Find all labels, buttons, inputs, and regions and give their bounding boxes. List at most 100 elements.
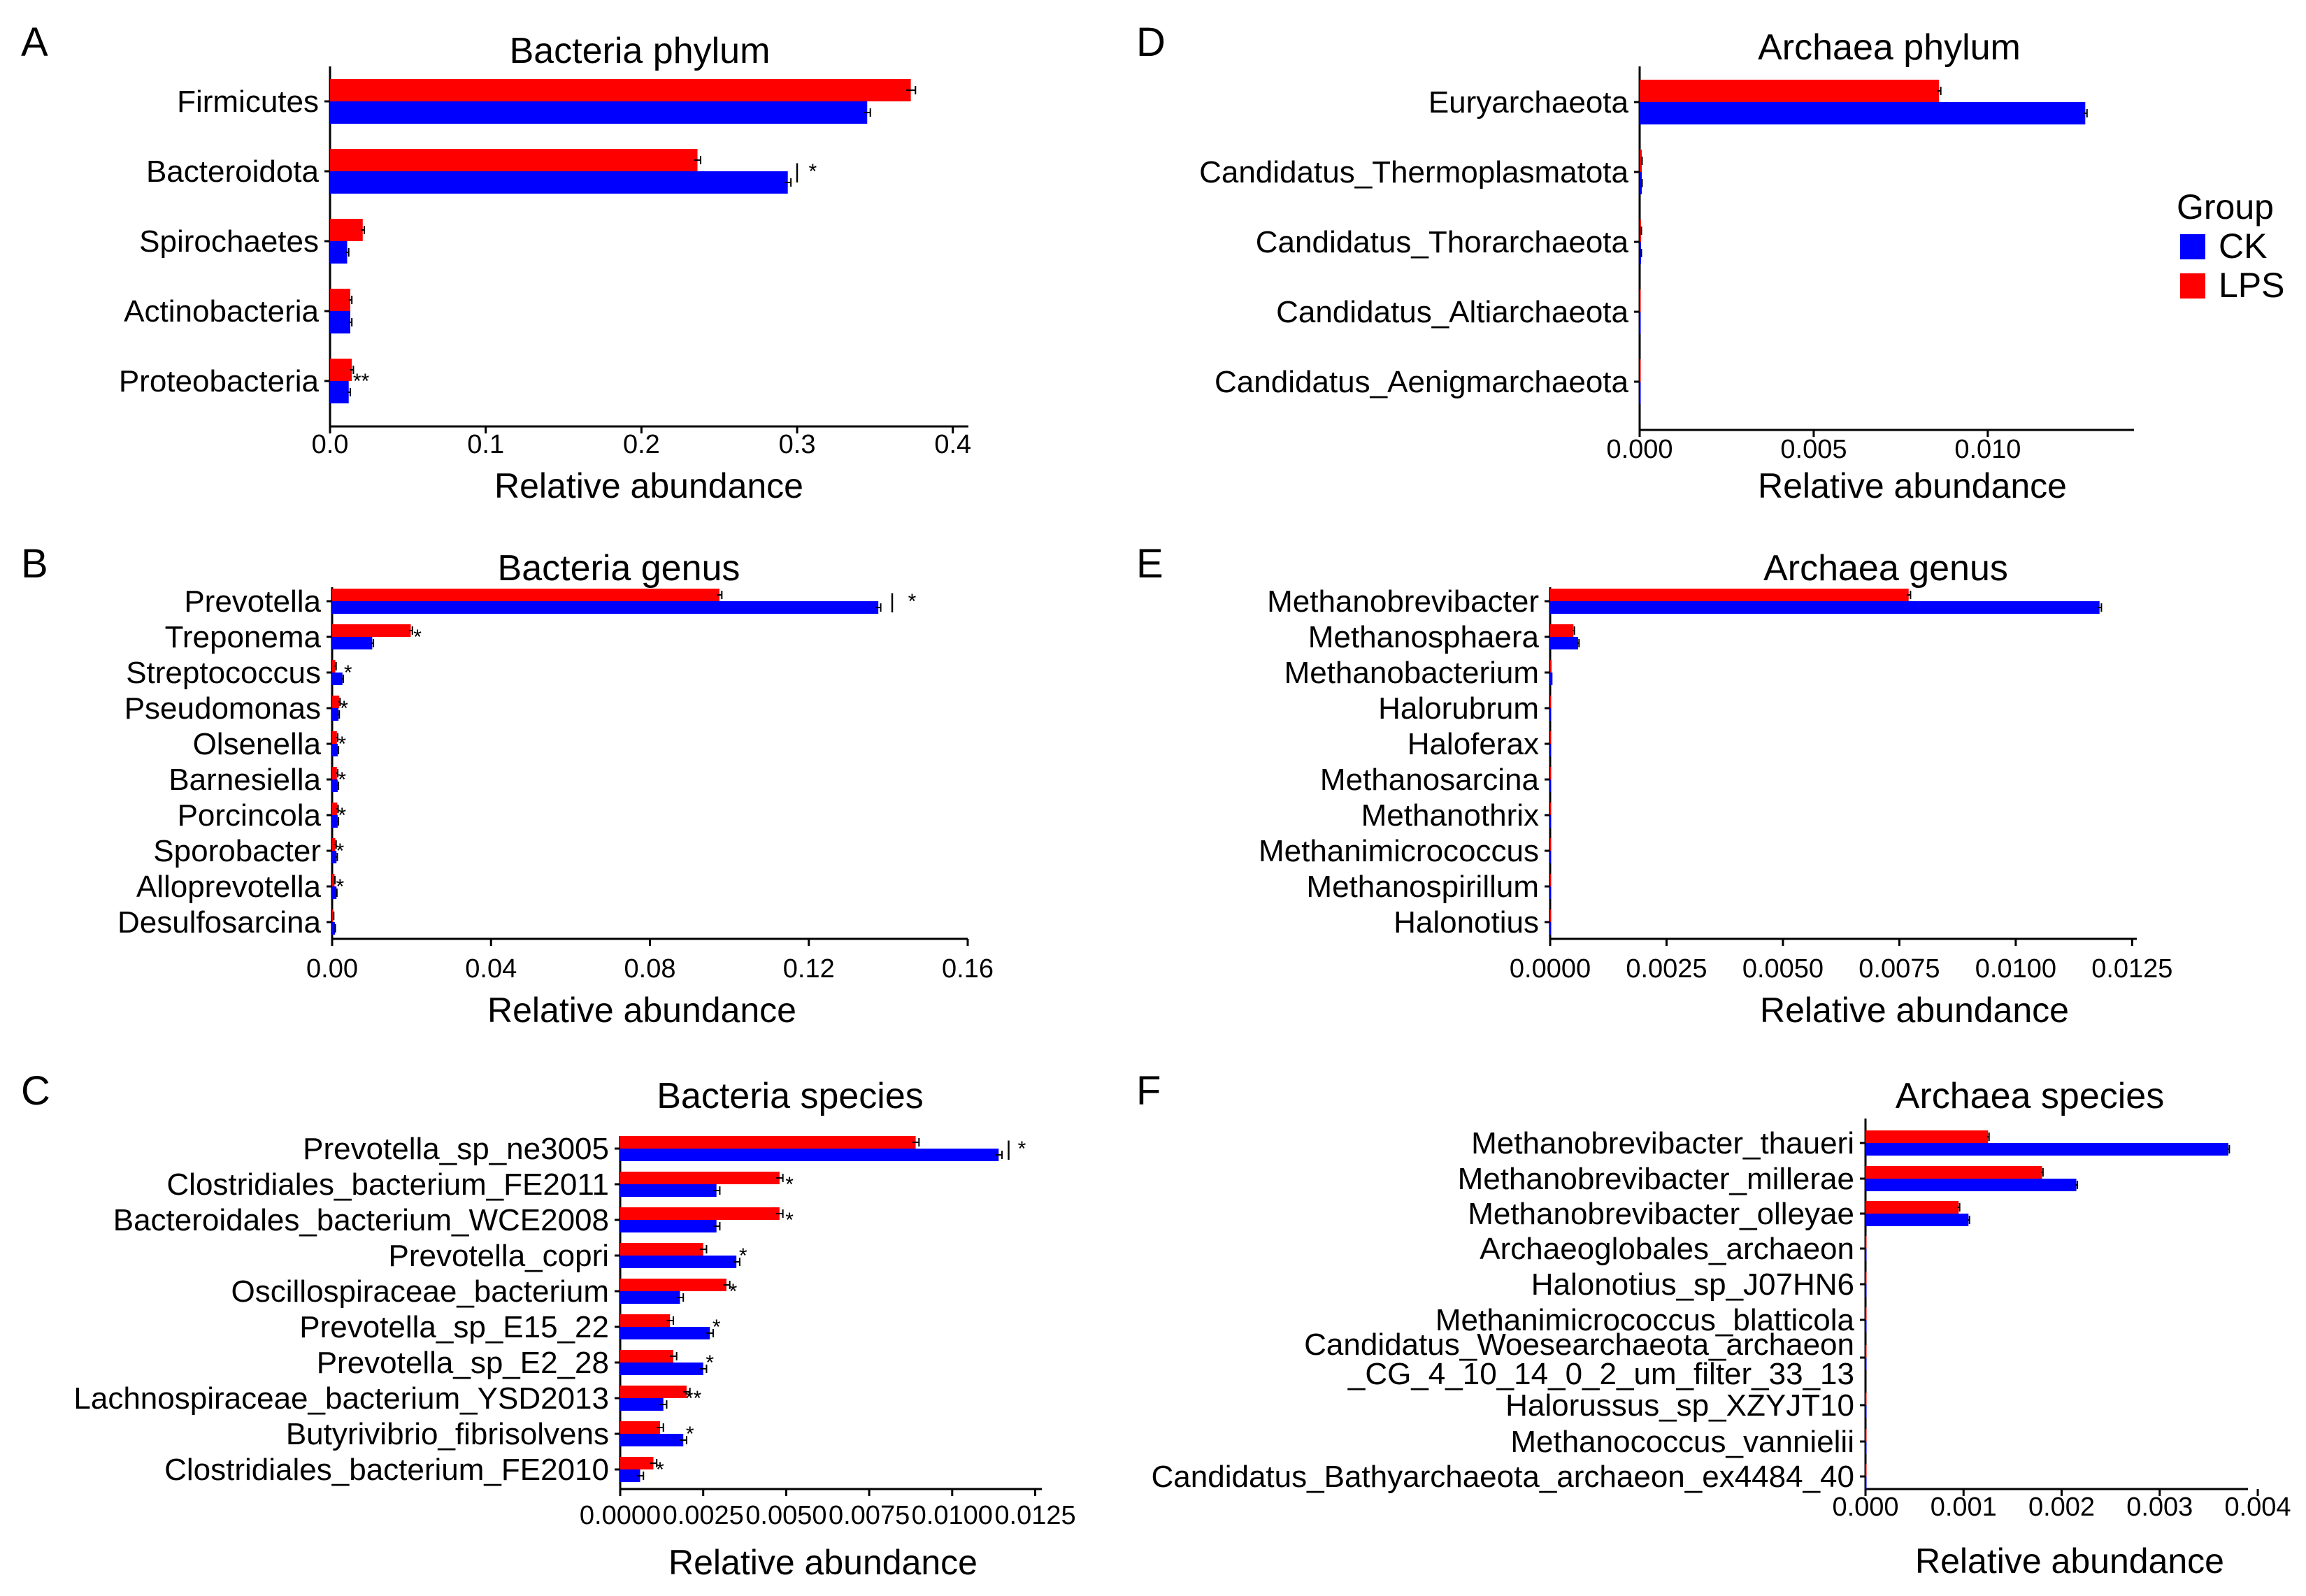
bar-lps — [1640, 289, 1641, 312]
x-axis-title: Relative abundance — [668, 1543, 977, 1582]
bar-ck — [1865, 1143, 2228, 1156]
bar-lps — [1550, 731, 1552, 744]
bar-lps — [1550, 803, 1552, 815]
panel-letter: E — [1136, 541, 1163, 587]
category-label: Methanobacterium — [1284, 656, 1539, 690]
bar-ck — [1550, 637, 1578, 649]
category-label: Candidatus_Thorarchaeota — [1256, 225, 1629, 259]
bar-ck — [332, 886, 337, 899]
significance-marker: * — [712, 1316, 721, 1339]
chart-title: Bacteria genus — [498, 548, 740, 589]
x-axis-title: Relative abundance — [1758, 466, 2067, 505]
bar-ck — [620, 1363, 703, 1375]
bar-lps — [330, 219, 363, 241]
x-axis-title: Relative abundance — [487, 991, 796, 1030]
category-label: Halonotius_sp_J07HN6 — [1531, 1267, 1854, 1302]
bar-lps — [330, 359, 352, 381]
bar-ck — [330, 381, 349, 403]
legend-label: CK — [2219, 227, 2267, 266]
bar-lps — [1550, 910, 1552, 922]
x-tick-label: 0.0050 — [745, 1501, 826, 1530]
bar-lps — [332, 838, 336, 851]
category-label: Methanosarcina — [1320, 763, 1540, 797]
bar-lps — [1550, 874, 1552, 886]
x-tick-label: 0.1 — [467, 430, 504, 459]
bar-ck — [620, 1256, 737, 1268]
bar-ck — [1640, 172, 1642, 194]
category-label: Candidatus_Bathyarchaeota_archaeon_ex448… — [1152, 1460, 1854, 1494]
panel-letter: B — [21, 541, 48, 587]
bar-lps — [332, 767, 337, 779]
category-label: Methanothrix — [1361, 798, 1539, 833]
significance-marker: ** — [353, 370, 370, 393]
x-axis-title: Relative abundance — [494, 466, 803, 505]
x-tick-label: 0.08 — [624, 954, 676, 984]
bar-ck — [620, 1149, 999, 1161]
category-label: Lachnospiraceae_bacterium_YSD2013 — [73, 1381, 609, 1416]
chart-title: Archaea species — [1896, 1076, 2164, 1116]
bar-lps — [1640, 150, 1642, 172]
bar-ck — [1865, 1249, 1867, 1261]
category-label: Olsenella — [193, 727, 322, 761]
category-label: Clostridiales_bacterium_FE2010 — [164, 1453, 609, 1487]
bar-lps — [1865, 1429, 1867, 1442]
category-label: Methanobrevibacter_olleyae — [1468, 1197, 1854, 1231]
chart-panel-b: B Bacteria genus 0.00 0.04 0.08 0.12 0.16 Relat… — [21, 541, 994, 1030]
category-label: Streptococcus — [126, 656, 321, 690]
bar-ck — [1640, 102, 2086, 124]
x-tick-label: 0.0 — [312, 430, 349, 459]
bar-ck — [332, 922, 335, 935]
legend-swatch-lps — [2180, 273, 2205, 299]
bar-lps — [1550, 589, 1909, 601]
x-tick-label: 0.000 — [1606, 435, 1673, 464]
bar-ck — [1640, 242, 1641, 264]
category-label: Desulfosarcina — [117, 905, 322, 940]
bar-ck — [1865, 1358, 1867, 1370]
x-axis-title: Relative abundance — [1760, 991, 2069, 1030]
x-tick-label: 0.0025 — [663, 1501, 744, 1530]
category-label: Candidatus_Woesearchaeota_archaeon _CG_4_… — [1304, 1328, 1854, 1391]
bar-lps — [1865, 1393, 1867, 1405]
significance-marker: * — [336, 840, 345, 863]
bar-lps — [1865, 1307, 1867, 1320]
bar-ck — [1550, 779, 1552, 792]
significance-marker: * — [336, 875, 345, 898]
bar-ck — [1640, 312, 1641, 334]
bar-ck — [332, 601, 879, 614]
significance-marker: | — [889, 590, 895, 613]
significance-marker: * — [808, 160, 817, 183]
x-axis-title: Relative abundance — [1915, 1541, 2224, 1581]
bar-lps — [332, 589, 719, 601]
bar-ck — [330, 171, 788, 194]
bar-ck — [620, 1184, 717, 1197]
category-label: Clostridiales_bacterium_FE2011 — [166, 1167, 609, 1202]
bar-lps — [1865, 1345, 1867, 1358]
category-label-line: Candidatus_Woesearchaeota_archaeon — [1304, 1328, 1854, 1362]
x-tick-label: 0.0000 — [580, 1501, 661, 1530]
bar-ck — [1550, 744, 1552, 756]
category-label: Proteobacteria — [119, 364, 320, 398]
significance-marker: * — [656, 1458, 664, 1481]
bar-lps — [1865, 1166, 2042, 1179]
significance-marker: * — [686, 1423, 694, 1446]
category-label: Methanobrevibacter_thaueri — [1471, 1126, 1854, 1160]
category-label: Halonotius — [1394, 905, 1539, 940]
bar-ck — [332, 673, 343, 685]
chart-title: Bacteria phylum — [510, 31, 771, 71]
bar-ck — [1865, 1476, 1867, 1489]
category-label: Halorussus_sp_XZYJT10 — [1505, 1388, 1854, 1423]
category-label: Archaeoglobales_archaeon — [1480, 1232, 1854, 1266]
category-label: Methanimicrococcus — [1259, 834, 1539, 868]
category-label: Butyrivibrio_fibrisolvens — [286, 1417, 609, 1451]
category-label: Porcincola — [178, 798, 322, 833]
bar-ck — [620, 1469, 640, 1482]
bar-lps — [1865, 1201, 1959, 1214]
bar-lps — [1865, 1236, 1867, 1249]
bar-ck — [1865, 1284, 1867, 1297]
x-tick-label: 0.0075 — [1859, 954, 1940, 984]
bar-ck — [1865, 1405, 1867, 1418]
x-tick-label: 0.12 — [783, 954, 835, 984]
panel-letter: C — [21, 1068, 50, 1114]
category-label: Actinobacteria — [124, 294, 319, 329]
